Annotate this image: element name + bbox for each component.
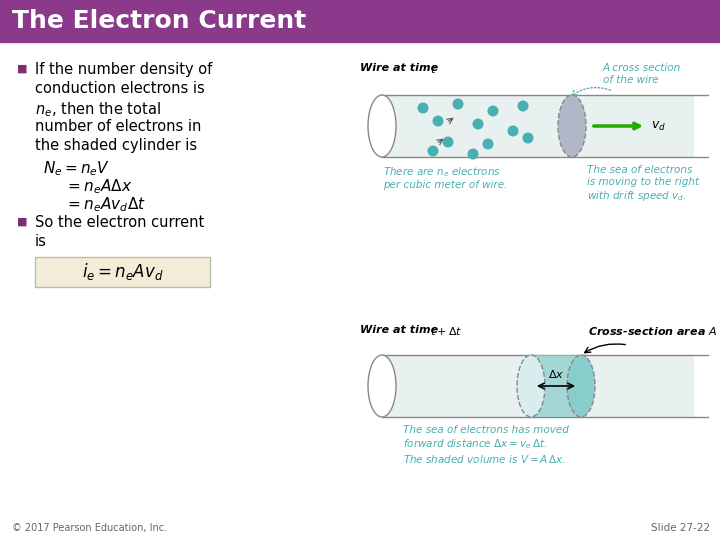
Text: $i_e = n_e Av_d$: $i_e = n_e Av_d$ xyxy=(82,261,163,282)
Text: $v_d$: $v_d$ xyxy=(651,119,666,132)
Circle shape xyxy=(518,100,528,111)
Text: Slide 27-22: Slide 27-22 xyxy=(651,523,710,533)
Ellipse shape xyxy=(368,95,396,157)
Text: Wire at time: Wire at time xyxy=(360,63,442,73)
Circle shape xyxy=(428,145,438,157)
Text: $t + \Delta t$: $t + \Delta t$ xyxy=(430,325,462,337)
Text: the shaded cylinder is: the shaded cylinder is xyxy=(35,138,197,153)
Bar xyxy=(382,95,694,157)
Circle shape xyxy=(472,118,484,130)
Text: $N_e = n_eV$: $N_e = n_eV$ xyxy=(43,159,110,178)
Circle shape xyxy=(482,138,493,150)
Text: A cross section
of the wire: A cross section of the wire xyxy=(603,63,681,85)
Text: © 2017 Pearson Education, Inc.: © 2017 Pearson Education, Inc. xyxy=(12,523,167,533)
Text: ■: ■ xyxy=(17,64,27,74)
Text: If the number density of: If the number density of xyxy=(35,62,212,77)
Text: Cross-section area $A$: Cross-section area $A$ xyxy=(588,325,717,337)
Text: $t$: $t$ xyxy=(430,63,437,75)
Circle shape xyxy=(523,132,534,144)
Ellipse shape xyxy=(567,355,595,417)
Circle shape xyxy=(443,137,454,147)
Circle shape xyxy=(508,125,518,137)
Ellipse shape xyxy=(558,95,586,157)
Text: There are $n_e$ electrons
per cubic meter of wire.: There are $n_e$ electrons per cubic mete… xyxy=(383,165,508,191)
Circle shape xyxy=(467,148,479,159)
Text: $= n_eA\Delta x$: $= n_eA\Delta x$ xyxy=(65,177,132,195)
Bar xyxy=(35,257,210,287)
Text: $n_e$, then the total: $n_e$, then the total xyxy=(35,100,161,119)
Circle shape xyxy=(487,105,498,117)
Circle shape xyxy=(433,116,444,126)
Text: So the electron current: So the electron current xyxy=(35,215,204,230)
Text: The Electron Current: The Electron Current xyxy=(12,9,306,33)
Text: number of electrons in: number of electrons in xyxy=(35,119,202,134)
Circle shape xyxy=(452,98,464,110)
Text: conduction electrons is: conduction electrons is xyxy=(35,81,204,96)
Bar xyxy=(0,0,720,42)
Text: is: is xyxy=(35,234,47,249)
Text: The sea of electrons
is moving to the right
with drift speed $v_d$.: The sea of electrons is moving to the ri… xyxy=(587,165,699,202)
Text: $= n_eAv_d\Delta t$: $= n_eAv_d\Delta t$ xyxy=(65,195,146,214)
Text: Wire at time: Wire at time xyxy=(360,325,442,335)
Bar xyxy=(382,355,694,417)
Text: ■: ■ xyxy=(17,217,27,227)
Bar xyxy=(531,355,581,417)
Circle shape xyxy=(418,103,428,113)
Text: $\Delta x$: $\Delta x$ xyxy=(548,368,564,380)
Ellipse shape xyxy=(368,355,396,417)
Ellipse shape xyxy=(517,355,545,417)
Text: The sea of electrons has moved
forward distance $\Delta x = v_e\,\Delta t$.
The : The sea of electrons has moved forward d… xyxy=(403,425,569,465)
